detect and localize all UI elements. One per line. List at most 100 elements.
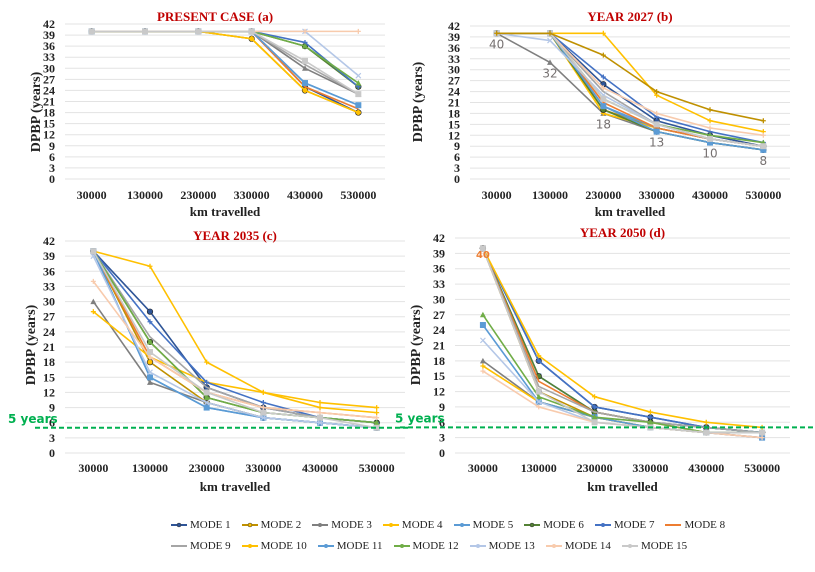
series-line xyxy=(496,32,764,122)
data-point xyxy=(759,429,766,436)
data-label: 40 xyxy=(476,250,490,261)
x-tick-label: 330000 xyxy=(639,188,675,202)
legend-item: MODE 12 xyxy=(393,540,459,552)
y-tick-label: 0 xyxy=(49,172,55,186)
legend-swatch-icon xyxy=(241,522,258,527)
x-tick-label: 430000 xyxy=(688,461,724,475)
legend-label: MODE 1 xyxy=(190,518,231,531)
x-axis-label: km travelled xyxy=(587,479,658,494)
legend-swatch-icon xyxy=(393,543,410,548)
series-line xyxy=(482,324,763,439)
data-point xyxy=(90,309,96,315)
legend-item: MODE 13 xyxy=(469,540,535,552)
y-tick-label: 36 xyxy=(43,264,55,278)
legend-swatch-icon xyxy=(469,543,486,548)
x-tick-label: 330000 xyxy=(234,188,270,202)
data-point xyxy=(479,322,486,329)
data-point xyxy=(317,400,323,406)
series-mode-7 xyxy=(89,28,361,90)
y-tick-label: 6 xyxy=(49,416,55,430)
y-tick-label: 24 xyxy=(43,325,55,339)
legend-swatch-icon xyxy=(382,522,399,527)
data-point xyxy=(146,358,154,366)
x-axis-label: km travelled xyxy=(190,204,261,219)
data-point xyxy=(203,389,210,396)
y-tick-label: 12 xyxy=(43,128,55,142)
data-point xyxy=(600,52,606,58)
series-line xyxy=(92,311,377,409)
data-point xyxy=(317,410,323,416)
legend-label: MODE 6 xyxy=(543,518,584,531)
data-point xyxy=(260,389,266,395)
legend-label: MODE 2 xyxy=(260,518,302,531)
legend-swatch-icon xyxy=(545,543,562,548)
data-point xyxy=(317,414,323,421)
y-tick-label: 6 xyxy=(49,150,55,164)
legend-item: MODE 6 xyxy=(523,519,584,531)
chart-title: PRESENT CASE (a) xyxy=(157,9,273,24)
series-mode-6 xyxy=(90,247,380,426)
y-tick-label: 42 xyxy=(433,231,445,245)
legend-swatch-icon xyxy=(524,522,541,527)
data-point xyxy=(203,404,210,411)
y-axis-label: DPBP (years) xyxy=(409,304,424,385)
data-point xyxy=(317,405,323,411)
y-axis-label: DPBP (years) xyxy=(411,61,426,142)
x-tick-label: 230000 xyxy=(189,461,225,475)
legend-swatch-icon xyxy=(665,523,682,526)
x-tick-label: 530000 xyxy=(744,461,780,475)
data-point xyxy=(260,409,267,416)
data-point xyxy=(374,415,380,421)
y-tick-label: 27 xyxy=(433,308,445,322)
data-point xyxy=(147,319,153,325)
data-point xyxy=(535,388,542,395)
data-label: 18 xyxy=(596,117,611,131)
data-point xyxy=(355,72,362,79)
y-tick-label: 33 xyxy=(43,279,55,293)
data-point xyxy=(373,419,380,426)
legend-swatch-icon xyxy=(171,522,187,527)
series-mode-13 xyxy=(493,30,767,150)
y-tick-label: 15 xyxy=(43,117,55,131)
legend-swatch-icon xyxy=(621,543,638,548)
y-tick-label: 30 xyxy=(43,61,55,75)
series-mode-4 xyxy=(89,28,361,116)
data-point xyxy=(355,28,361,34)
series-line xyxy=(92,250,377,424)
data-point xyxy=(760,143,767,150)
legend-item: MODE 7 xyxy=(594,519,654,531)
legend-swatch-icon xyxy=(241,543,258,548)
data-point xyxy=(302,80,308,87)
data-point xyxy=(536,358,542,364)
y-tick-label: 18 xyxy=(43,355,55,369)
data-point xyxy=(759,435,765,441)
y-tick-label: 30 xyxy=(43,295,55,309)
y-tick-label: 9 xyxy=(454,139,460,153)
legend-label: MODE 5 xyxy=(472,518,514,531)
y-tick-label: 6 xyxy=(454,150,460,164)
y-tick-label: 12 xyxy=(448,128,460,142)
legend-item: MODE 10 xyxy=(241,540,307,552)
data-point xyxy=(647,414,653,420)
legend-item: MODE 14 xyxy=(545,540,611,552)
data-point xyxy=(203,399,210,406)
series-line xyxy=(482,247,763,429)
legend-row: MODE 1 MODE 2 MODE 3 MODE 4 MODE 5 MODE 6 MODE… xyxy=(170,514,730,535)
y-tick-label: 21 xyxy=(43,340,55,354)
data-point xyxy=(479,311,486,318)
y-tick-label: 15 xyxy=(43,370,55,384)
data-point xyxy=(147,354,153,360)
series-mode-14 xyxy=(90,278,380,421)
data-point xyxy=(355,91,362,98)
data-point xyxy=(703,419,709,425)
data-point xyxy=(707,118,713,124)
x-tick-label: 130000 xyxy=(532,188,568,202)
y-tick-label: 12 xyxy=(43,385,55,399)
data-point xyxy=(260,405,266,411)
y-tick-label: 3 xyxy=(454,161,460,175)
data-point xyxy=(302,43,308,49)
